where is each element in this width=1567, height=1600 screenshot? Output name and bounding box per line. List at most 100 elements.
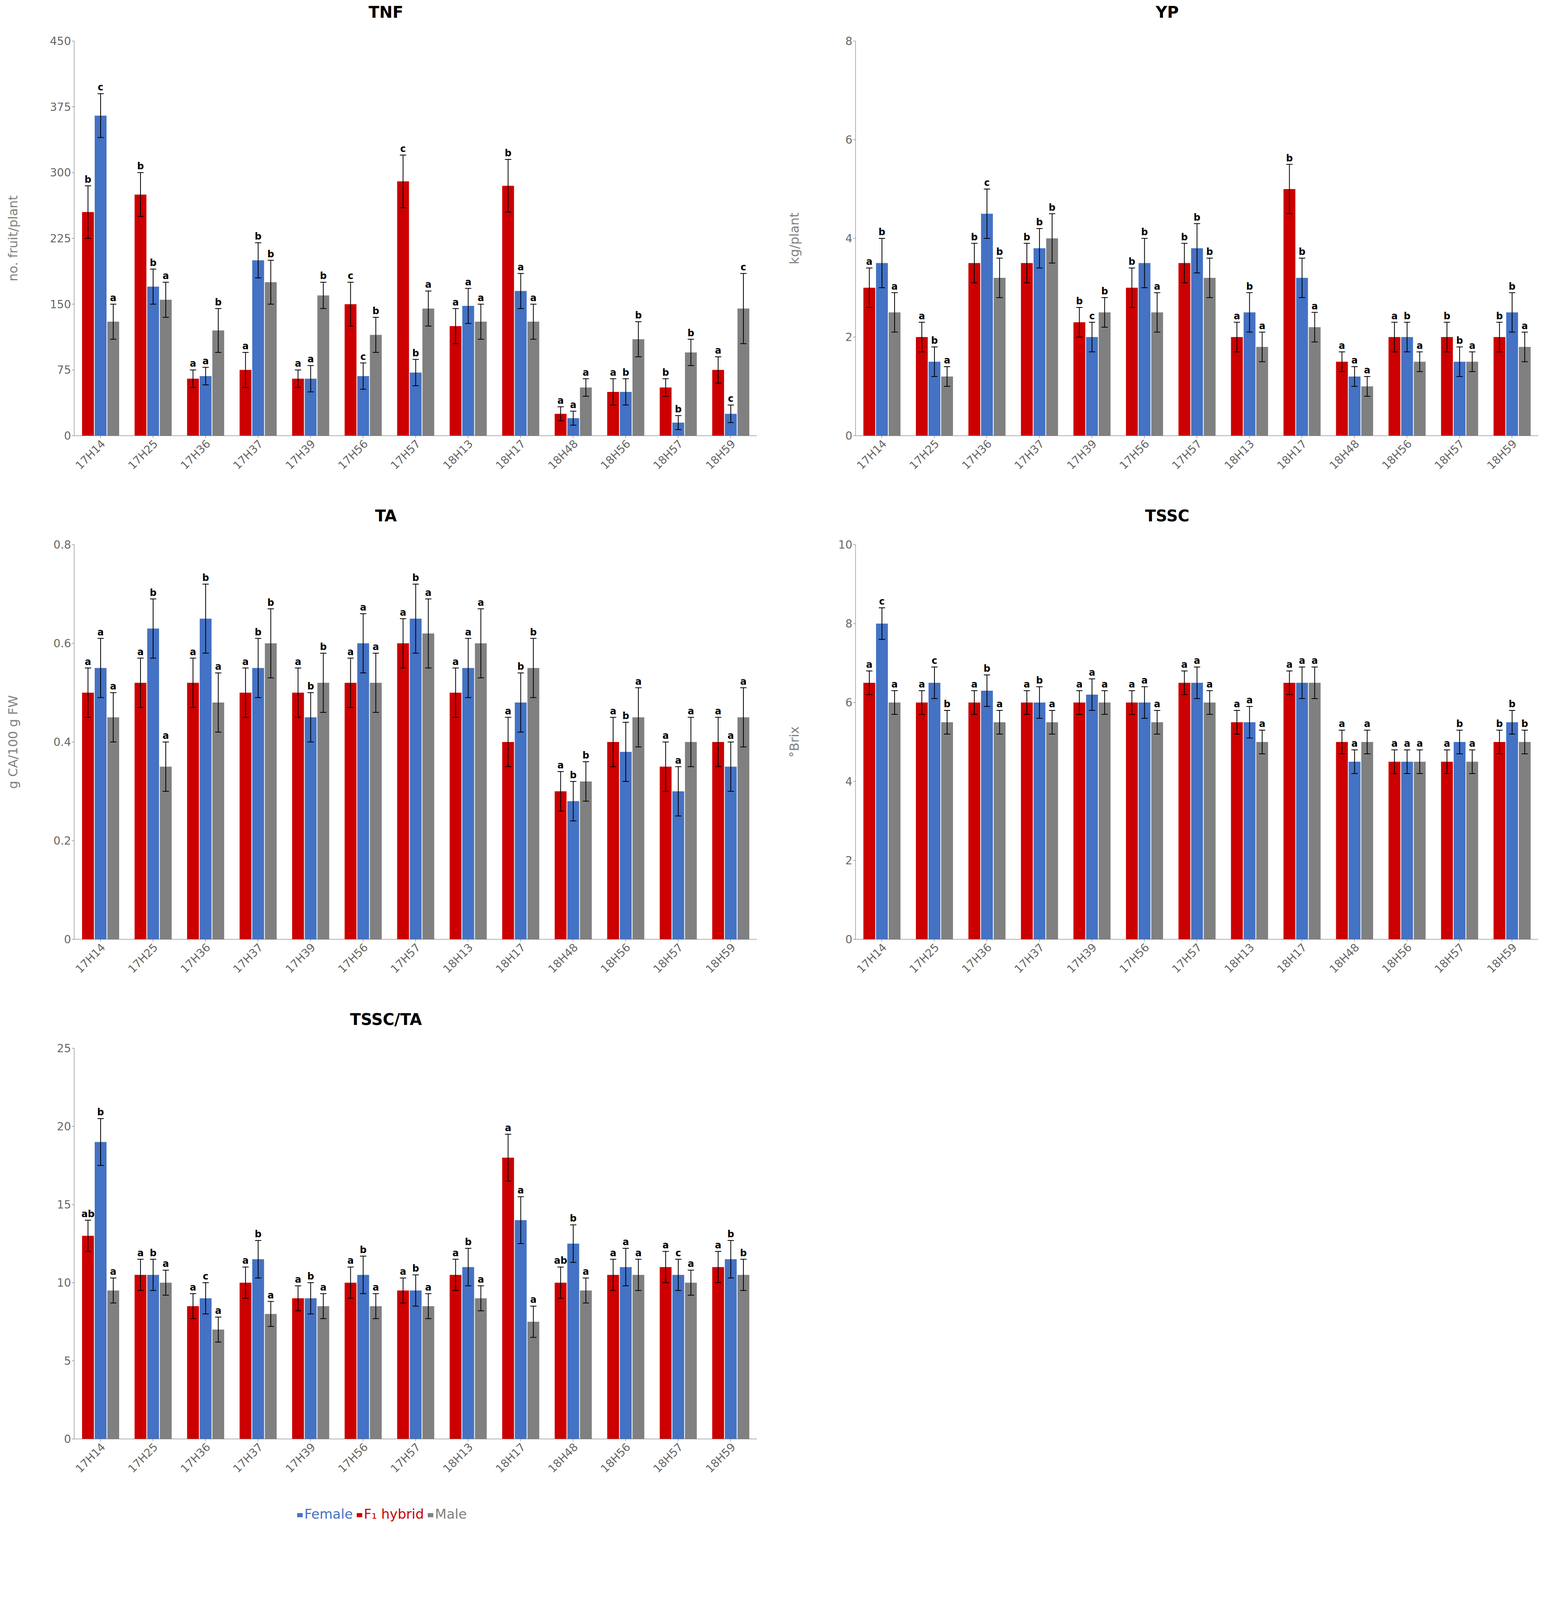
svg-text:b: b (320, 641, 327, 653)
svg-text:a: a (1311, 300, 1318, 312)
svg-text:a: a (464, 276, 472, 288)
svg-text:a: a (610, 366, 617, 379)
svg-text:b: b (136, 160, 144, 172)
svg-text:a: a (740, 675, 747, 688)
svg-text:17H57: 17H57 (1169, 437, 1205, 473)
svg-text:a: a (1521, 320, 1528, 332)
svg-text:a: a (452, 1247, 459, 1259)
svg-text:b: b (149, 1247, 157, 1259)
svg-text:b: b (569, 1212, 577, 1224)
svg-text:18H56: 18H56 (598, 1440, 634, 1476)
svg-text:10: 10 (56, 1276, 72, 1290)
svg-text:18H48: 18H48 (545, 940, 581, 976)
svg-text:a: a (110, 680, 117, 692)
svg-text:18H17: 18H17 (493, 1440, 529, 1476)
svg-text:150: 150 (50, 297, 72, 311)
svg-text:17H39: 17H39 (282, 437, 319, 473)
svg-text:a: a (687, 1258, 695, 1270)
svg-text:a: a (1101, 678, 1108, 690)
svg-text:300: 300 (50, 166, 72, 180)
svg-text:c: c (675, 1247, 682, 1259)
svg-text:a: a (1023, 678, 1030, 690)
svg-text:a: a (162, 270, 169, 282)
svg-text:b: b (517, 660, 525, 673)
svg-text:a: a (294, 656, 302, 668)
svg-text:18H13: 18H13 (440, 437, 476, 473)
svg-text:0.8: 0.8 (53, 538, 72, 552)
svg-text:10: 10 (838, 538, 853, 552)
svg-text:17H57: 17H57 (387, 437, 424, 473)
svg-text:a: a (866, 256, 873, 268)
svg-text:a: a (610, 705, 617, 717)
svg-text:a: a (727, 730, 734, 742)
svg-text:0.4: 0.4 (53, 735, 72, 749)
svg-text:a: a (1311, 655, 1318, 667)
svg-text:a: a (517, 1184, 524, 1196)
svg-text:a: a (189, 1281, 197, 1293)
svg-text:18H48: 18H48 (545, 437, 581, 473)
svg-text:a: a (918, 310, 925, 322)
svg-text:ab: ab (81, 1208, 95, 1220)
svg-text:b: b (359, 1244, 367, 1256)
svg-text:17H39: 17H39 (1064, 437, 1100, 473)
svg-text:a: a (1076, 678, 1083, 690)
svg-text:a: a (477, 597, 484, 609)
svg-text:25: 25 (56, 1041, 72, 1055)
svg-text:a: a (97, 626, 104, 638)
svg-text:b: b (84, 174, 92, 186)
svg-text:a: a (1338, 718, 1346, 730)
svg-text:b: b (412, 347, 420, 359)
svg-text:b: b (1141, 226, 1148, 238)
svg-text:17H14: 17H14 (854, 437, 890, 473)
svg-text:b: b (254, 626, 262, 638)
svg-text:375: 375 (50, 100, 72, 114)
svg-text:a: a (662, 730, 669, 742)
svg-text:b: b (1181, 231, 1188, 243)
svg-text:a: a (1153, 280, 1161, 293)
svg-text:b: b (1495, 310, 1503, 322)
svg-text:b: b (971, 231, 978, 243)
svg-text:b: b (996, 246, 1004, 258)
svg-text:b: b (267, 248, 275, 260)
svg-text:a: a (1088, 666, 1096, 678)
svg-text:b: b (320, 270, 327, 282)
svg-text:b: b (569, 769, 577, 781)
svg-text:c: c (347, 270, 354, 282)
svg-text:b: b (582, 749, 590, 761)
svg-text:b: b (412, 1262, 420, 1274)
svg-text:b: b (1128, 256, 1136, 268)
svg-text:17H25: 17H25 (125, 940, 161, 976)
svg-text:b: b (97, 1106, 104, 1118)
svg-text:a: a (622, 1236, 630, 1248)
svg-text:b: b (1286, 152, 1293, 164)
svg-text:b: b (1036, 216, 1043, 228)
svg-text:17H39: 17H39 (282, 940, 319, 976)
svg-text:a: a (1286, 659, 1293, 671)
svg-text:a: a (635, 1247, 642, 1259)
svg-text:b: b (1521, 718, 1528, 730)
svg-text:a: a (1416, 340, 1423, 352)
svg-text:a: a (1469, 737, 1476, 749)
svg-text:a: a (1443, 737, 1451, 749)
svg-text:b: b (1403, 310, 1411, 322)
svg-text:a: a (1233, 698, 1240, 710)
svg-text:17H57: 17H57 (387, 1440, 424, 1476)
svg-text:18H13: 18H13 (440, 1440, 476, 1476)
svg-text:17H37: 17H37 (230, 1440, 266, 1476)
svg-text:5: 5 (63, 1354, 72, 1368)
svg-text:0: 0 (63, 932, 72, 946)
svg-text:b: b (1193, 211, 1201, 223)
svg-text:c: c (360, 351, 366, 363)
svg-text:a: a (504, 1122, 512, 1134)
svg-text:a: a (202, 355, 209, 367)
svg-text:c: c (1089, 310, 1095, 322)
svg-text:18H57: 18H57 (650, 1440, 686, 1476)
svg-text:a: a (242, 1254, 249, 1266)
svg-text:a: a (294, 1273, 302, 1285)
svg-text:a: a (137, 1247, 144, 1259)
svg-text:18H59: 18H59 (703, 1440, 739, 1476)
svg-text:a: a (891, 280, 898, 293)
svg-text:a: a (610, 1247, 617, 1259)
svg-text:18H56: 18H56 (598, 437, 634, 473)
svg-text:kg/plant: kg/plant (786, 212, 802, 264)
